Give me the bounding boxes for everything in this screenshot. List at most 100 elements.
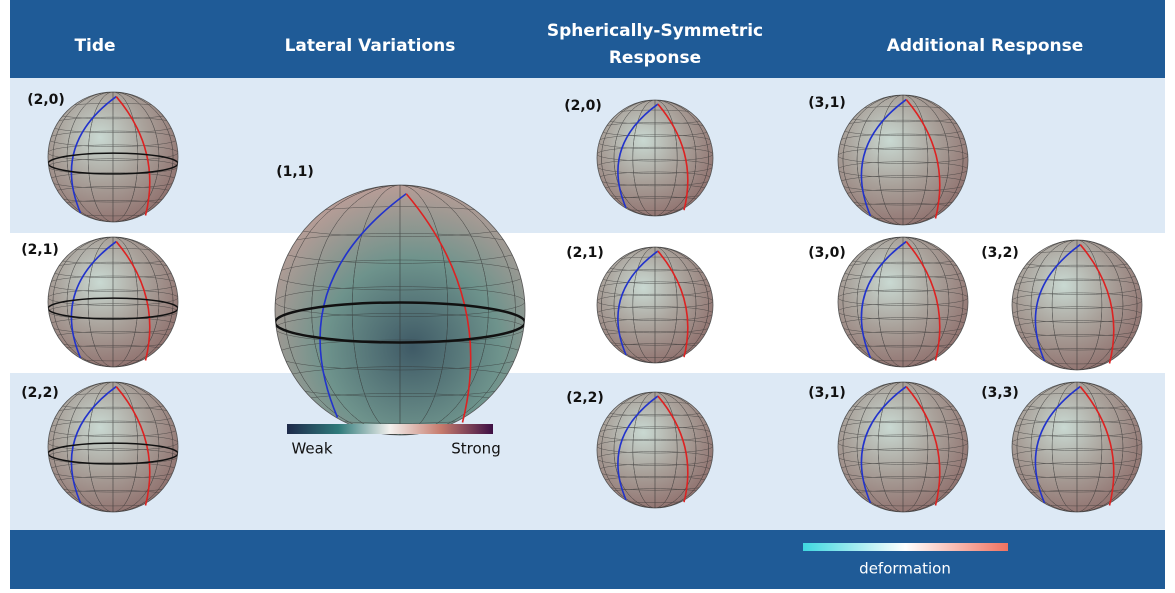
meridian [1030,240,1124,370]
globe-label: (3,2) [981,245,1019,261]
meridian-red [657,395,689,503]
globe-grid [1012,382,1142,512]
meridian-red [115,96,151,216]
latitude [48,434,178,451]
meridian [613,392,697,508]
equator [48,152,178,175]
latitude [597,451,713,466]
meridian [601,392,709,508]
latitude [1012,393,1142,410]
globe-label: (3,0) [808,245,846,261]
latitude [48,490,178,507]
latitude [275,339,525,371]
latitude [597,343,713,358]
latitude [597,134,713,149]
meridian [1051,382,1103,512]
latitude [838,406,968,423]
globe-label: (3,1) [808,95,846,111]
colorbar-label: Weak [291,440,332,458]
latitude [275,286,525,317]
latitude [597,269,713,284]
column-header: Additional Response [887,36,1084,56]
latitude [838,448,968,465]
equator [48,442,178,465]
latitude [838,303,968,320]
latitude [275,259,525,291]
latitude [1012,420,1142,437]
meridian-red [1079,386,1115,506]
meridian [52,92,174,222]
meridian-blue [860,385,907,504]
meridian [1030,382,1124,512]
latitude [597,109,713,125]
globe-label: (2,2) [566,390,604,406]
equator [48,297,178,320]
latitude [838,345,968,362]
latitude [48,200,178,217]
meridian-blue [70,385,117,504]
latitude [597,476,713,491]
latitude [838,119,968,136]
latitude [597,146,713,162]
globe: (3,0) [808,236,969,368]
latitude [48,103,178,120]
latitude [1012,448,1142,465]
meridian-red [1079,244,1115,364]
meridian [66,92,160,222]
globe: (1,1) [274,164,526,436]
row-band [10,373,1165,530]
latitude [597,122,713,137]
meridian [877,95,929,225]
latitude [1012,476,1142,493]
latitude [275,233,525,264]
meridian-blue [860,240,907,359]
latitude [838,476,968,493]
meridian-red [115,386,151,506]
meridian [632,100,678,216]
latitude [597,184,713,199]
column-header: Lateral Variations [285,36,456,56]
globe-grid [48,237,178,367]
latitude [838,161,968,178]
meridian-red [657,103,689,211]
colorbar [803,543,1008,551]
latitude [597,159,713,174]
latitude [48,317,178,334]
row-band [10,78,1165,233]
latitude [838,189,968,206]
globe: (2,2) [21,381,179,513]
meridian-red [657,250,689,358]
meridian [1051,240,1103,370]
latitude [597,281,713,296]
latitude [597,438,713,454]
meridian-blue [617,250,659,356]
globe-label: (1,1) [276,164,314,180]
globe-grid [48,382,178,512]
meridian [601,247,709,363]
colorbar-label: Strong [451,440,500,458]
globe-label: (2,1) [21,242,59,258]
latitude [597,401,713,417]
meridian [856,237,950,367]
latitude [48,130,178,147]
globe-grid [597,392,713,508]
latitude [597,196,713,211]
latitude [275,206,525,237]
globe-grid [1012,240,1142,370]
latitude [48,275,178,292]
latitude [48,289,178,306]
meridian [842,237,964,367]
latitude [838,317,968,334]
globe-grid [838,382,968,512]
latitude [1012,406,1142,423]
globe: (3,3) [981,381,1143,513]
latitude [48,331,178,348]
latitude [838,106,968,123]
meridian-red [905,241,941,361]
latitude [48,393,178,410]
meridian [52,382,174,512]
meridian [632,247,678,363]
latitude [838,275,968,292]
meridian-blue [70,95,117,214]
colorbar-label: deformation [859,560,951,578]
